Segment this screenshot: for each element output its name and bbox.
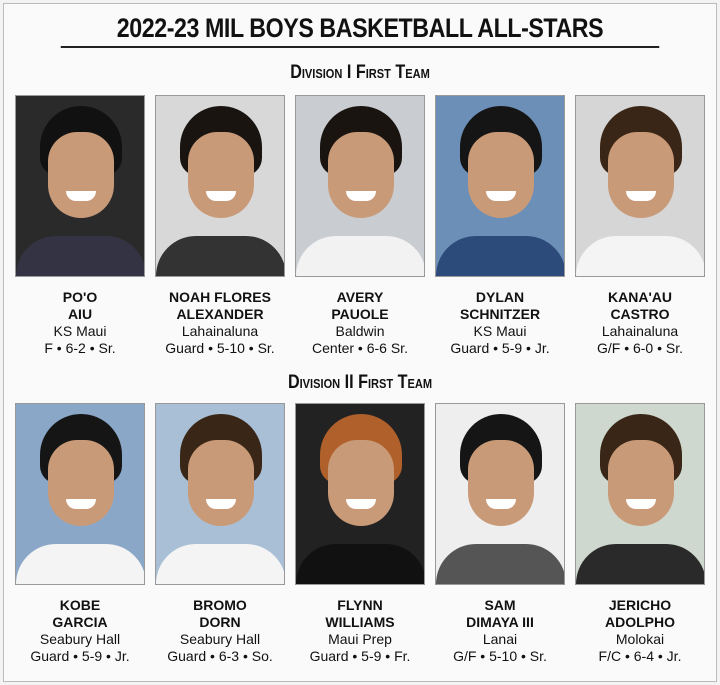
player-last-name: SCHNITZER bbox=[459, 306, 541, 322]
player-school: Seabury Hall bbox=[179, 631, 261, 647]
player-first-name: KANA'AU bbox=[608, 289, 672, 305]
player-card: NOAH FLORES ALEXANDER Lahainaluna Guard … bbox=[155, 95, 285, 357]
player-last-name: AIU bbox=[67, 306, 93, 322]
player-photo bbox=[435, 95, 565, 277]
player-photo bbox=[435, 403, 565, 585]
player-details: Guard • 5-10 • Sr. bbox=[165, 340, 275, 356]
player-first-name: AVERY bbox=[336, 289, 384, 305]
player-card: KANA'AU CASTRO Lahainaluna G/F • 6-0 • S… bbox=[575, 95, 705, 357]
player-details: Guard • 5-9 • Jr. bbox=[450, 340, 550, 356]
player-school: Molokai bbox=[615, 631, 665, 647]
player-last-name: WILLIAMS bbox=[325, 614, 395, 630]
player-card: KOBE GARCIA Seabury Hall Guard • 5-9 • J… bbox=[15, 403, 145, 665]
player-school: KS Maui bbox=[473, 323, 527, 339]
player-card: BROMO DORN Seabury Hall Guard • 6-3 • So… bbox=[155, 403, 285, 665]
player-last-name: PAUOLE bbox=[331, 306, 389, 322]
player-school: Seabury Hall bbox=[39, 631, 121, 647]
player-last-name: ALEXANDER bbox=[176, 306, 264, 322]
player-photo bbox=[575, 403, 705, 585]
player-photo bbox=[15, 403, 145, 585]
division-1-heading: Division I First Team bbox=[290, 62, 430, 83]
division-2-players: KOBE GARCIA Seabury Hall Guard • 5-9 • J… bbox=[15, 403, 705, 665]
player-last-name: DORN bbox=[199, 614, 241, 630]
player-details: F/C • 6-4 • Jr. bbox=[598, 648, 682, 664]
player-school: KS Maui bbox=[53, 323, 107, 339]
player-school: Lanai bbox=[482, 631, 518, 647]
player-card: AVERY PAUOLE Baldwin Center • 6-6 Sr. bbox=[295, 95, 425, 357]
player-photo bbox=[155, 95, 285, 277]
player-first-name: KOBE bbox=[59, 597, 101, 613]
player-first-name: DYLAN bbox=[475, 289, 525, 305]
player-details: F • 6-2 • Sr. bbox=[44, 340, 116, 356]
division-2-heading: Division II First Team bbox=[287, 372, 433, 393]
player-photo bbox=[155, 403, 285, 585]
division-1-players: PO'O AIU KS Maui F • 6-2 • Sr. NOAH FLOR… bbox=[15, 95, 705, 357]
player-first-name: SAM bbox=[484, 597, 516, 613]
player-details: G/F • 6-0 • Sr. bbox=[596, 340, 684, 356]
player-first-name: FLYNN bbox=[337, 597, 383, 613]
player-photo bbox=[295, 95, 425, 277]
player-first-name: NOAH FLORES bbox=[169, 289, 271, 305]
player-card: FLYNN WILLIAMS Maui Prep Guard • 5-9 • F… bbox=[295, 403, 425, 665]
player-last-name: ADOLPHO bbox=[605, 614, 675, 630]
player-details: Center • 6-6 Sr. bbox=[312, 340, 408, 356]
player-photo bbox=[15, 95, 145, 277]
player-last-name: DIMAYA III bbox=[466, 614, 534, 630]
player-photo bbox=[575, 95, 705, 277]
player-school: Lahainaluna bbox=[181, 323, 259, 339]
player-card: DYLAN SCHNITZER KS Maui Guard • 5-9 • Jr… bbox=[435, 95, 565, 357]
player-school: Lahainaluna bbox=[601, 323, 679, 339]
player-first-name: JERICHO bbox=[608, 597, 672, 613]
page-title: 2022-23 MIL BOYS BASKETBALL ALL-STARS bbox=[60, 8, 660, 48]
player-card: SAM DIMAYA III Lanai G/F • 5-10 • Sr. bbox=[435, 403, 565, 665]
player-school: Baldwin bbox=[335, 323, 385, 339]
player-last-name: CASTRO bbox=[610, 306, 670, 322]
player-first-name: PO'O bbox=[62, 289, 98, 305]
player-school: Maui Prep bbox=[328, 631, 392, 647]
player-card: JERICHO ADOLPHO Molokai F/C • 6-4 • Jr. bbox=[575, 403, 705, 665]
player-photo bbox=[295, 403, 425, 585]
player-details: Guard • 6-3 • So. bbox=[167, 648, 273, 664]
player-first-name: BROMO bbox=[193, 597, 247, 613]
player-details: G/F • 5-10 • Sr. bbox=[453, 648, 547, 664]
player-details: Guard • 5-9 • Jr. bbox=[30, 648, 130, 664]
player-last-name: GARCIA bbox=[52, 614, 108, 630]
player-details: Guard • 5-9 • Fr. bbox=[309, 648, 411, 664]
player-card: PO'O AIU KS Maui F • 6-2 • Sr. bbox=[15, 95, 145, 357]
